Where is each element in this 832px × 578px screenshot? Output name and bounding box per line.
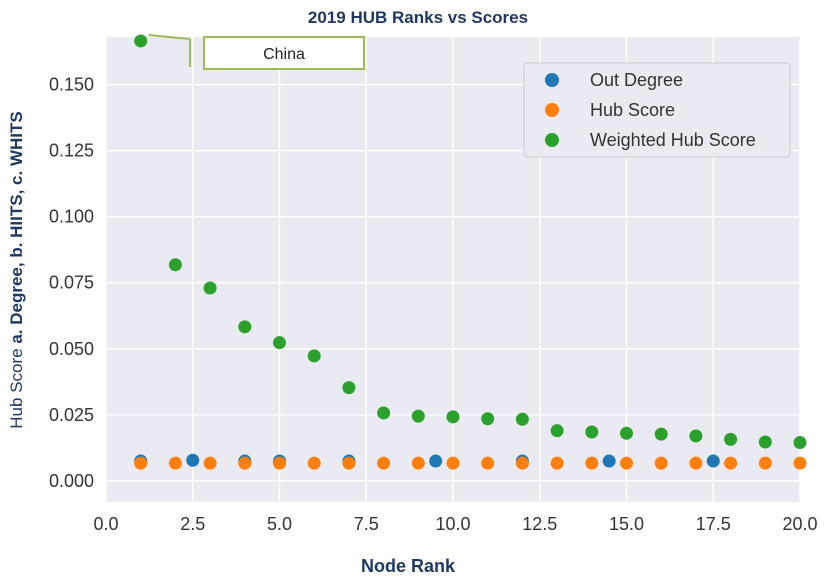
point-hub-score [238, 456, 252, 470]
x-tick-label: 17.5 [696, 514, 731, 534]
point-weighted-hub-score [134, 34, 148, 48]
point-out-degree [186, 453, 200, 467]
x-axis-label: Node Rank [361, 556, 456, 576]
point-weighted-hub-score [689, 429, 703, 443]
point-weighted-hub-score [203, 281, 217, 295]
y-tick-label: 0.075 [49, 273, 94, 293]
point-hub-score [481, 456, 495, 470]
annotation-leader-line [148, 33, 191, 40]
point-hub-score [585, 456, 599, 470]
point-hub-score [446, 456, 460, 470]
point-weighted-hub-score [724, 432, 738, 446]
point-weighted-hub-score [342, 381, 356, 395]
tick-labels: 0.0 2.5 5.0 7.5 10.0 12.5 15.0 17.5 20.0 0.000 0.0… [49, 75, 818, 534]
point-out-degree [429, 454, 443, 468]
point-weighted-hub-score [515, 412, 529, 426]
x-tick-label: 5.0 [267, 514, 292, 534]
y-tick-label: 0.050 [49, 339, 94, 359]
annotation-layer: China [148, 33, 365, 70]
point-weighted-hub-score [793, 436, 807, 450]
point-hub-score [377, 456, 391, 470]
point-weighted-hub-score [238, 320, 252, 334]
point-hub-score [758, 456, 772, 470]
legend-label-weighted-hub-score: Weighted Hub Score [590, 130, 756, 150]
point-hub-score [307, 456, 321, 470]
annotation-label-china: China [263, 46, 305, 63]
point-weighted-hub-score [585, 425, 599, 439]
point-out-degree [706, 454, 720, 468]
x-tick-label: 10.0 [435, 514, 470, 534]
y-tick-label: 0.125 [49, 141, 94, 161]
point-hub-score [620, 456, 633, 470]
point-weighted-hub-score [758, 435, 772, 449]
point-weighted-hub-score [481, 412, 495, 426]
y-axis-label-bold: a. Degree, b. HIITS, c. WHITS [7, 111, 26, 343]
x-tick-label: 20.0 [782, 514, 817, 534]
x-tick-label: 2.5 [180, 514, 205, 534]
point-weighted-hub-score [446, 410, 460, 424]
legend: Out Degree Hub Score Weighted Hub Score [523, 62, 791, 158]
point-hub-score [724, 456, 738, 470]
legend-marker-weighted-hub-score [545, 133, 559, 147]
legend-frame [523, 62, 791, 158]
point-hub-score [134, 456, 148, 470]
y-tick-label: 0.100 [49, 207, 94, 227]
y-tick-label: 0.000 [49, 471, 94, 491]
y-tick-label: 0.150 [49, 75, 94, 95]
point-hub-score [654, 456, 668, 470]
x-tick-label: 12.5 [522, 514, 557, 534]
x-tick-label: 0.0 [93, 514, 118, 534]
point-weighted-hub-score [307, 349, 321, 363]
point-weighted-hub-score [411, 409, 425, 423]
point-hub-score [411, 456, 425, 470]
annotation-box [203, 36, 365, 70]
x-tick-label: 7.5 [354, 514, 379, 534]
point-hub-score [273, 456, 286, 470]
point-hub-score [203, 456, 217, 470]
legend-marker-out-degree [545, 73, 559, 87]
point-weighted-hub-score [550, 424, 564, 438]
legend-label-hub-score: Hub Score [590, 100, 675, 120]
point-hub-score [342, 456, 356, 470]
y-axis-label: Hub Score a. Degree, b. HIITS, c. WHITS [7, 111, 26, 428]
x-tick-label: 15.0 [609, 514, 644, 534]
data-points [134, 34, 807, 470]
point-weighted-hub-score [168, 258, 182, 272]
y-tick-label: 0.025 [49, 405, 94, 425]
point-weighted-hub-score [654, 427, 668, 441]
point-hub-score [689, 456, 703, 470]
legend-marker-hub-score [545, 103, 559, 117]
point-hub-score [793, 456, 807, 470]
legend-label-out-degree: Out Degree [590, 70, 683, 90]
point-out-degree [602, 454, 616, 468]
chart-title: 2019 HUB Ranks vs Scores [308, 8, 528, 27]
point-weighted-hub-score [273, 336, 286, 350]
point-hub-score [515, 456, 529, 470]
y-axis-label-prefix: Hub Score [7, 344, 26, 429]
point-weighted-hub-score [620, 426, 633, 440]
point-weighted-hub-score [377, 406, 391, 420]
point-hub-score [550, 456, 564, 470]
point-hub-score [168, 456, 182, 470]
